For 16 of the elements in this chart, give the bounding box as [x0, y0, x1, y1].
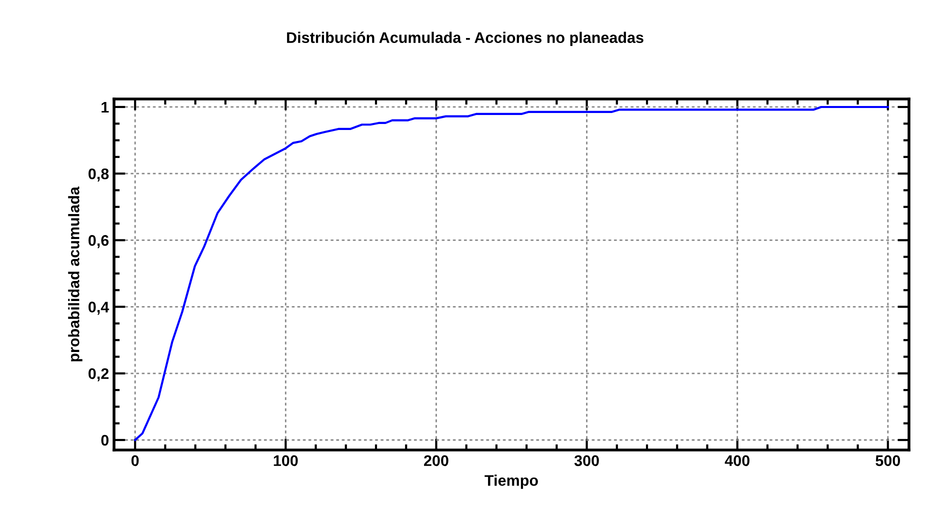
x-tick-label: 500: [876, 455, 900, 466]
x-tick-label: 200: [424, 455, 448, 466]
line-series: [134, 106, 889, 442]
x-axis-title: Tiempo: [484, 474, 538, 489]
y-tick-label: 0,8: [88, 168, 109, 182]
chart-title: Distribución Acumulada - Acciones no planeadas: [287, 32, 644, 46]
x-tick-label: 300: [574, 455, 599, 466]
x-tick-label: 400: [724, 455, 750, 466]
y-tick-label: 0,2: [88, 368, 109, 382]
y-axis-title: probabilidad acumulada: [68, 186, 82, 362]
y-tick-label: 0,4: [88, 302, 110, 315]
y-tick-label: 0,6: [88, 235, 109, 248]
y-tick-label: 1: [102, 102, 109, 113]
x-tick-label: 0: [131, 455, 139, 466]
x-tick-label: 100: [274, 455, 298, 466]
y-tick-label: 0: [101, 434, 109, 446]
